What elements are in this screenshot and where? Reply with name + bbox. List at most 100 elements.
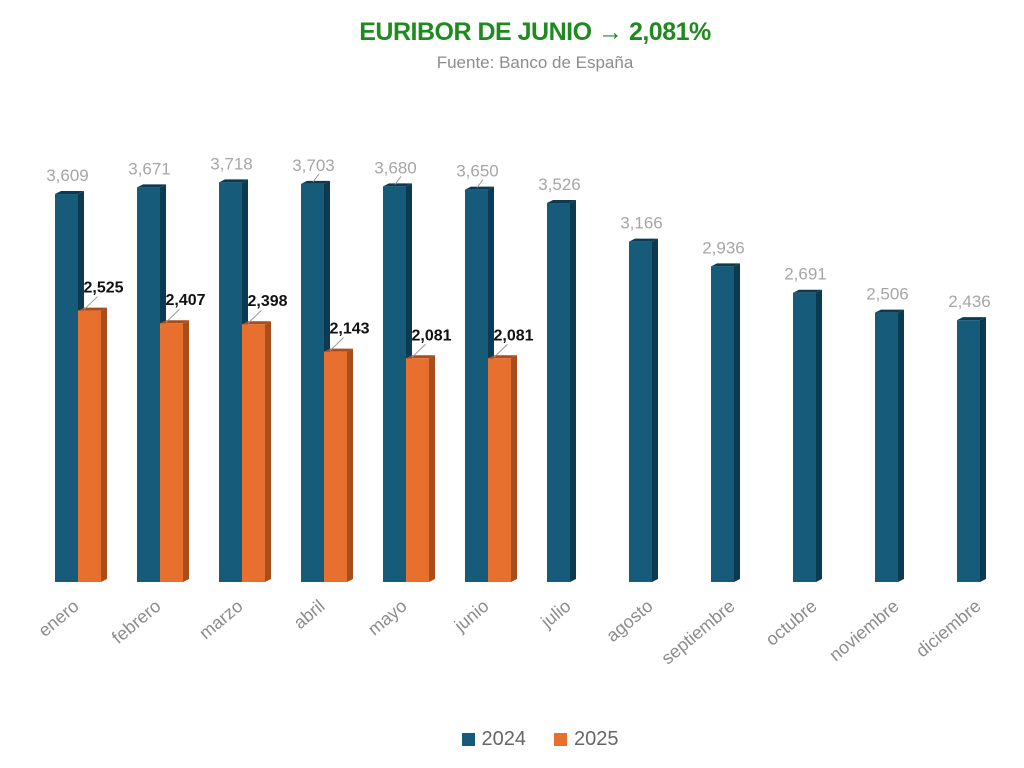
bar-2024-diciembre-side <box>980 317 986 582</box>
bar-2025-enero <box>78 307 107 582</box>
bar-2025-enero-side <box>101 307 107 582</box>
bar-2024-diciembre <box>957 317 986 582</box>
bar-2024-septiembre <box>711 263 740 582</box>
leader-2025-febrero <box>165 308 180 323</box>
bar-2024-abril-front <box>301 183 324 583</box>
x-tick-label-octubre: octubre <box>762 596 821 650</box>
bar-2025-mayo-front <box>406 358 429 582</box>
bar-2025-abril-side <box>347 348 353 582</box>
legend-label-2024: 2024 <box>481 728 527 750</box>
bar-2024-marzo-top <box>219 179 248 183</box>
bar-2025-febrero <box>160 320 189 582</box>
data-label-2025-abril: 2,143 <box>329 321 369 338</box>
data-label-2024-junio: 3,650 <box>456 162 499 181</box>
bar-2024-febrero-top <box>137 184 166 188</box>
data-label-2025-enero: 2,525 <box>83 280 123 297</box>
bar-2025-marzo <box>242 321 271 582</box>
bar-2024-marzo-front <box>219 182 242 582</box>
data-label-2024-febrero: 3,671 <box>128 159 171 178</box>
bar-2024-febrero-front <box>137 187 160 582</box>
bar-2024-julio-front <box>547 202 570 582</box>
bar-2025-abril <box>324 348 353 582</box>
x-tick-label-agosto: agosto <box>602 596 656 646</box>
bar-2025-enero-front <box>78 310 101 582</box>
bar-2024-octubre-side <box>816 289 822 582</box>
bar-2024-abril-top <box>301 180 330 184</box>
data-label-2025-junio: 2,081 <box>493 327 533 344</box>
x-tick-label-abril: abril <box>290 596 329 633</box>
chart-subtitle: Fuente: Banco de España <box>436 53 634 72</box>
bar-2024-julio-side <box>570 199 576 582</box>
bar-2024-junio-top <box>465 186 494 190</box>
leader-2025-enero <box>83 296 98 310</box>
chart-title: EURIBOR DE JUNIO → 2,081% <box>359 18 711 46</box>
bar-2024-julio-top <box>547 199 576 203</box>
x-tick-label-septiembre: septiembre <box>658 596 739 669</box>
bar-2024-octubre <box>793 289 822 582</box>
bar-2025-junio <box>488 355 517 582</box>
data-label-2024-septiembre: 2,936 <box>702 238 745 257</box>
bar-2024-septiembre-front <box>711 266 734 582</box>
leader-2025-abril <box>329 337 344 351</box>
bar-2024-julio <box>547 199 576 582</box>
data-label-2025-marzo: 2,398 <box>247 293 287 310</box>
bar-2024-agosto <box>629 238 658 582</box>
bar-2024-noviembre-top <box>875 309 904 313</box>
bar-2024-noviembre-side <box>898 309 904 582</box>
bar-2024-mayo-top <box>383 183 412 187</box>
bar-2025-mayo <box>406 355 435 582</box>
bar-2024-agosto-side <box>652 238 658 582</box>
bar-2024-septiembre-top <box>711 263 740 267</box>
x-tick-label-junio: junio <box>450 596 493 636</box>
x-tick-label-noviembre: noviembre <box>825 596 902 665</box>
leader-2024-junio <box>476 179 484 188</box>
chart-legend: 2024 2025 <box>0 728 1024 751</box>
data-label-2025-febrero: 2,407 <box>165 292 205 309</box>
bar-2024-octubre-front <box>793 292 816 582</box>
bar-2024-mayo-front <box>383 186 406 582</box>
bar-2024-diciembre-front <box>957 320 980 582</box>
data-label-2024-agosto: 3,166 <box>620 214 663 233</box>
data-label-2025-mayo: 2,081 <box>411 327 451 344</box>
legend-item-2025: 2025 <box>554 728 619 751</box>
bar-2024-noviembre-front <box>875 312 898 582</box>
bar-2024-junio-front <box>465 189 488 582</box>
leader-2025-junio <box>493 343 508 358</box>
x-tick-label-diciembre: diciembre <box>912 596 985 661</box>
legend-swatch-2024 <box>461 733 475 746</box>
data-label-2024-abril: 3,703 <box>292 156 335 175</box>
bar-2024-agosto-front <box>629 241 652 582</box>
leader-2024-abril <box>312 173 320 183</box>
bar-2025-mayo-side <box>429 355 435 582</box>
data-label-2024-marzo: 3,718 <box>210 154 253 173</box>
data-label-2024-noviembre: 2,506 <box>866 285 909 304</box>
data-label-2024-mayo: 3,680 <box>374 158 417 177</box>
legend-swatch-2025 <box>554 733 567 746</box>
data-label-2024-enero: 3,609 <box>46 166 89 185</box>
bar-2025-febrero-side <box>183 320 189 582</box>
bar-2024-noviembre <box>875 309 904 582</box>
x-tick-label-febrero: febrero <box>108 596 165 648</box>
legend-label-2025: 2025 <box>574 728 619 750</box>
bar-2024-enero-top <box>55 191 84 195</box>
bar-2025-marzo-side <box>265 321 271 582</box>
x-tick-label-mayo: mayo <box>364 596 411 640</box>
leader-2024-mayo <box>394 176 402 185</box>
leader-2025-mayo <box>411 343 426 358</box>
bar-2025-junio-side <box>511 355 517 582</box>
bar-2025-febrero-front <box>160 323 183 582</box>
leader-2025-marzo <box>247 309 262 324</box>
bar-2024-enero-front <box>55 194 78 582</box>
x-tick-label-enero: enero <box>34 596 82 641</box>
data-label-2024-julio: 3,526 <box>538 175 581 194</box>
bar-2024-octubre-top <box>793 289 822 293</box>
bar-2025-junio-front <box>488 358 511 582</box>
data-label-2024-diciembre: 2,436 <box>948 292 991 311</box>
legend-item-2024: 2024 <box>461 728 527 751</box>
bar-2025-marzo-front <box>242 324 265 582</box>
bar-2024-diciembre-top <box>957 317 986 321</box>
bar-2024-septiembre-side <box>734 263 740 582</box>
x-tick-label-julio: julio <box>536 596 574 633</box>
data-label-2024-octubre: 2,691 <box>784 265 827 284</box>
